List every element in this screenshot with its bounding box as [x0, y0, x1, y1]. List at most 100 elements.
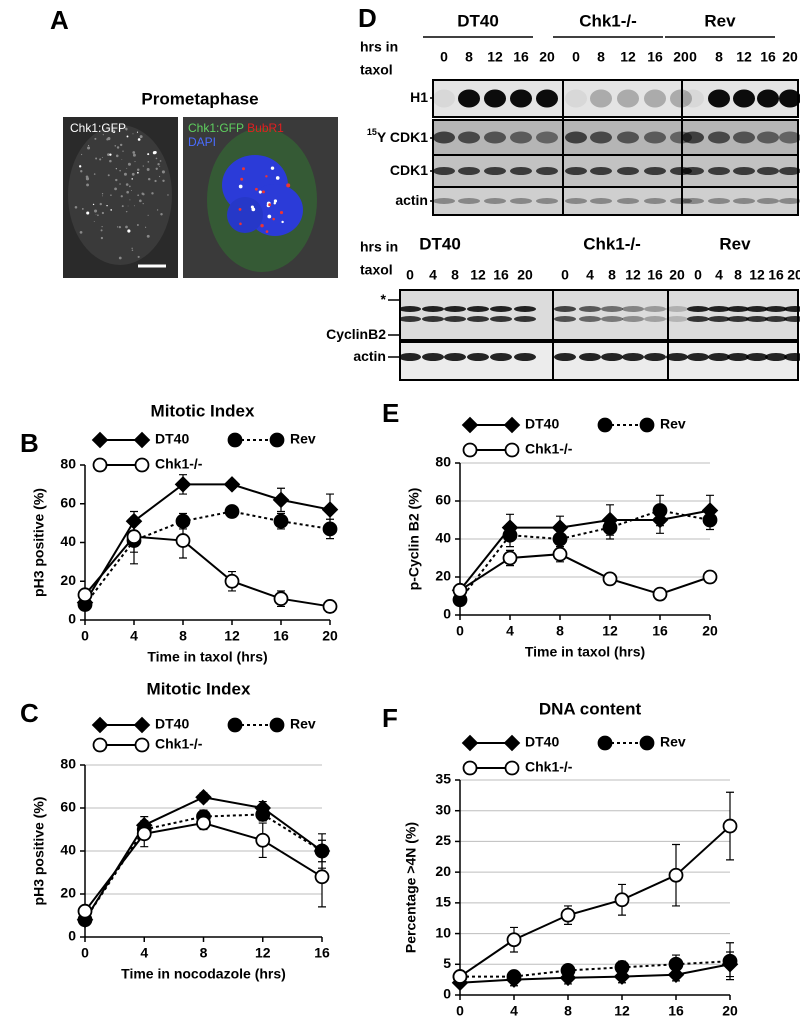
marker: [602, 571, 618, 587]
band: [514, 353, 536, 361]
speckle: [258, 190, 262, 194]
band: [784, 353, 800, 361]
speckle: [101, 211, 104, 215]
band: [554, 316, 576, 322]
x-tick-label: 16: [652, 623, 668, 639]
speckle: [279, 211, 284, 215]
speckle: [136, 224, 139, 227]
band: [444, 306, 466, 312]
lane-label: 12: [620, 49, 636, 65]
marker: [175, 533, 191, 548]
marker: [614, 892, 630, 908]
lane-label: 16: [760, 49, 776, 65]
lane-label: 8: [597, 49, 605, 65]
y-tick-label: 40: [60, 842, 76, 858]
legend-label: Chk1-/-: [525, 441, 573, 457]
speckle: [125, 127, 128, 131]
axis-label: taxol: [360, 62, 393, 78]
speckle: [147, 214, 149, 216]
legend-marker: [504, 442, 520, 458]
speckle: [102, 195, 104, 197]
speckle: [115, 168, 117, 170]
series-line: [459, 553, 711, 596]
x-tick-label: 8: [200, 945, 208, 961]
band: [467, 306, 489, 312]
speckle: [160, 213, 163, 216]
speckle: [136, 131, 139, 133]
speckle: [265, 230, 269, 233]
speckle: [109, 153, 112, 156]
marker: [560, 963, 576, 978]
axis-label: taxol: [360, 262, 393, 278]
marker: [702, 512, 718, 528]
lane-label: 0: [572, 49, 580, 65]
legend-marker: [503, 734, 521, 752]
y-tick-label: 20: [60, 572, 76, 588]
legend-marker: [227, 717, 243, 733]
lane-label: 12: [736, 49, 752, 65]
x-tick-label: 12: [255, 945, 271, 961]
speckle: [119, 143, 123, 147]
speckle: [100, 229, 103, 232]
speckle: [114, 187, 117, 191]
band: [444, 353, 466, 361]
row-label: 15Y CDK1: [367, 127, 428, 144]
group-label: Rev: [719, 234, 751, 253]
row-label: actin: [395, 192, 428, 208]
band: [622, 353, 644, 361]
y-tick-label: 20: [435, 568, 451, 584]
lane-label: 0: [561, 267, 569, 283]
speckle: [159, 165, 161, 167]
series-line: [459, 963, 731, 984]
x-tick-label: 4: [140, 945, 148, 961]
y-axis-label: pH3 positive (%): [31, 797, 47, 906]
legend-marker: [133, 716, 151, 734]
series-line: [84, 483, 331, 604]
band: [779, 167, 800, 175]
speckle: [125, 210, 128, 213]
y-tick-label: 0: [68, 611, 76, 627]
panel-label: A: [50, 5, 69, 35]
row-label: CyclinB2: [326, 326, 386, 342]
speckle: [122, 150, 124, 152]
marker: [273, 513, 289, 529]
speckle: [97, 214, 99, 217]
x-tick-label: 4: [510, 1003, 518, 1019]
band: [579, 353, 601, 361]
band: [458, 167, 480, 175]
band: [565, 167, 587, 175]
band: [687, 306, 709, 312]
row-label: Y CDK1: [377, 129, 428, 145]
row-label: actin: [395, 192, 428, 208]
legend-label: DT40: [155, 431, 189, 447]
x-tick-label: 0: [81, 628, 89, 644]
speckles: [238, 166, 291, 233]
legend-marker: [91, 716, 109, 734]
band: [536, 89, 558, 108]
speckle: [151, 192, 154, 195]
speckle: [137, 168, 140, 172]
marker: [322, 599, 338, 614]
legend-marker: [269, 432, 285, 448]
band: [644, 167, 666, 175]
band: [510, 131, 532, 144]
blot-strip: [399, 341, 799, 381]
speckle: [129, 199, 131, 201]
lane-label: 20: [517, 267, 533, 283]
band: [727, 306, 749, 312]
speckle: [155, 157, 158, 160]
speckle: [132, 153, 136, 157]
marker: [195, 788, 212, 806]
x-tick-label: 4: [130, 628, 138, 644]
speckle: [111, 129, 115, 133]
speckle: [127, 205, 129, 207]
speckle: [142, 203, 144, 205]
band: [682, 167, 704, 175]
band: [687, 353, 709, 361]
speckle: [110, 194, 112, 196]
y-tick-label: 15: [435, 894, 451, 910]
row-label: CyclinB2: [326, 326, 386, 342]
series-line: [84, 535, 331, 608]
speckle: [281, 220, 284, 224]
